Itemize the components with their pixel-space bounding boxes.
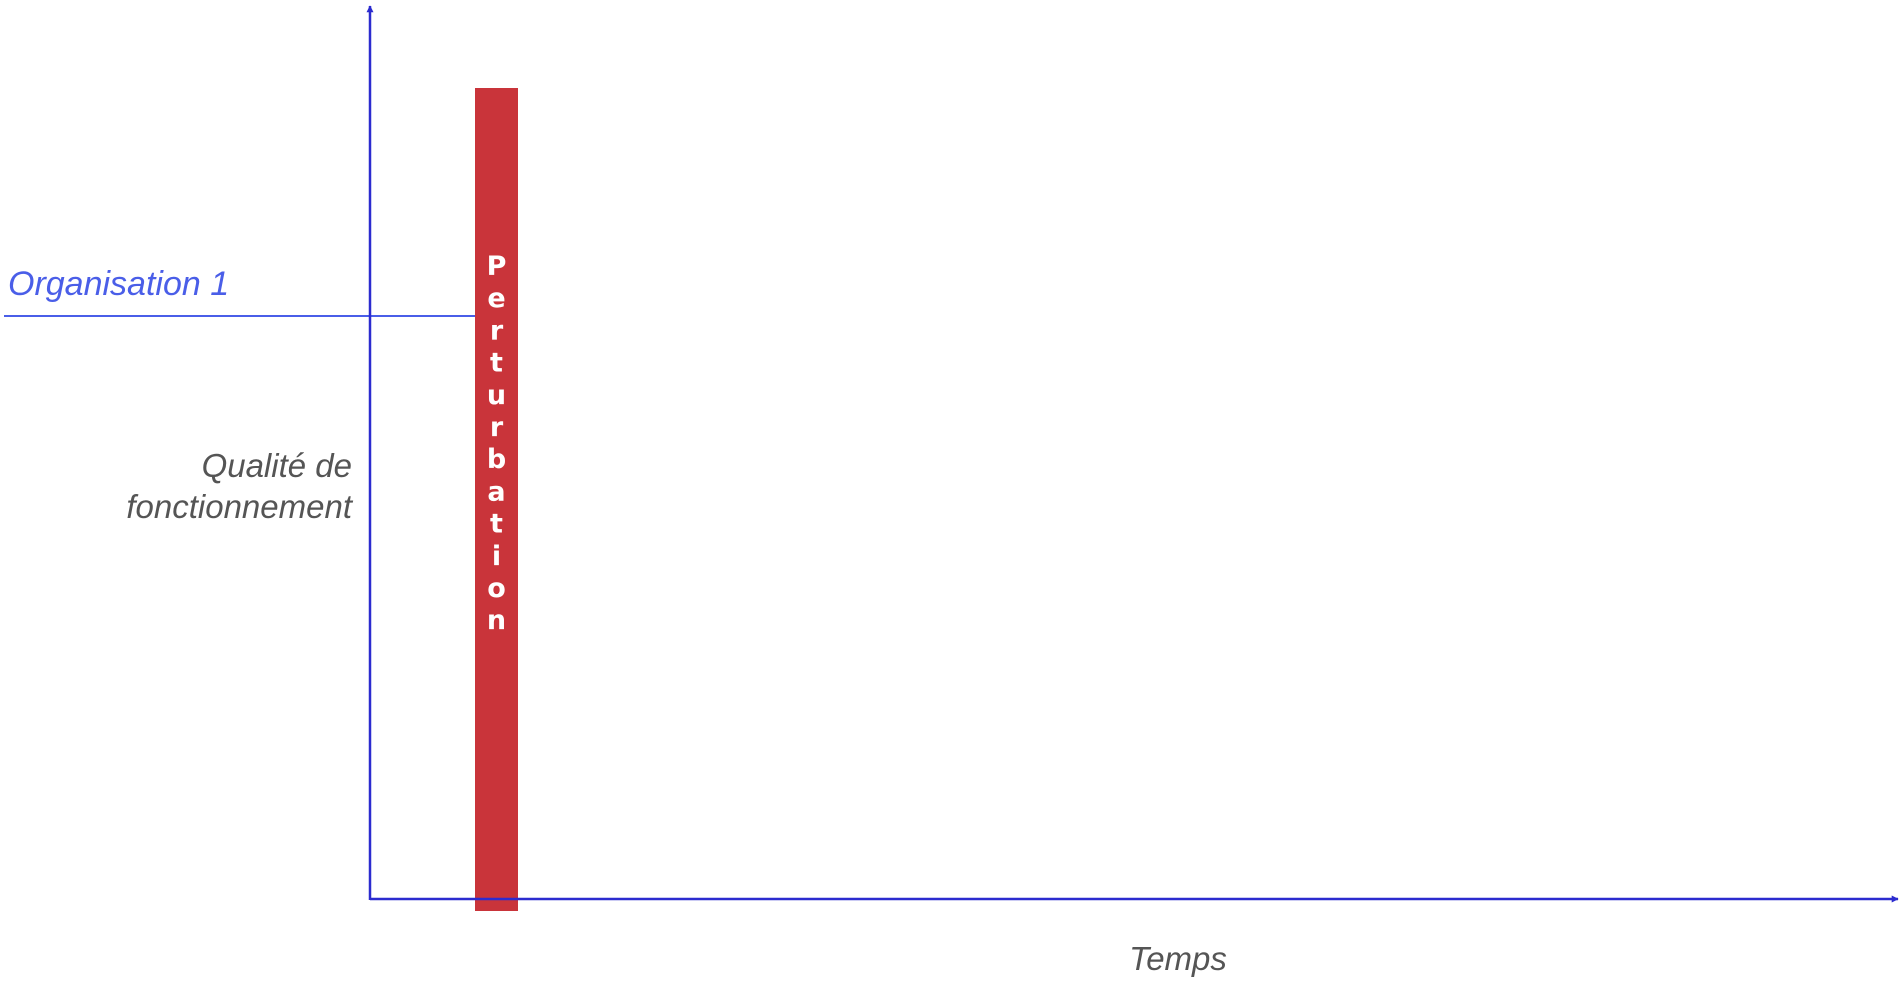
perturbation-letter: o [487,573,506,604]
perturbation-letter: b [487,444,506,475]
perturbation-letter: r [490,315,504,346]
perturbation-letter: n [487,605,506,636]
perturbation-bar [475,88,518,911]
perturbation-letter: r [490,412,504,443]
y-axis-label-line-1: Qualité de [202,447,352,484]
perturbation-letter: a [487,476,505,507]
organisation-1-label: Organisation 1 [8,265,229,303]
x-axis-label: Temps [1129,940,1227,977]
perturbation-letter: P [487,251,507,282]
perturbation-letter: i [492,541,501,572]
perturbation-letter: t [490,348,503,379]
y-axis-label-line-2: fonctionnement [126,488,353,525]
perturbation-letter: u [487,380,506,411]
perturbation-letter: e [487,283,505,314]
perturbation-letter: t [490,509,503,540]
